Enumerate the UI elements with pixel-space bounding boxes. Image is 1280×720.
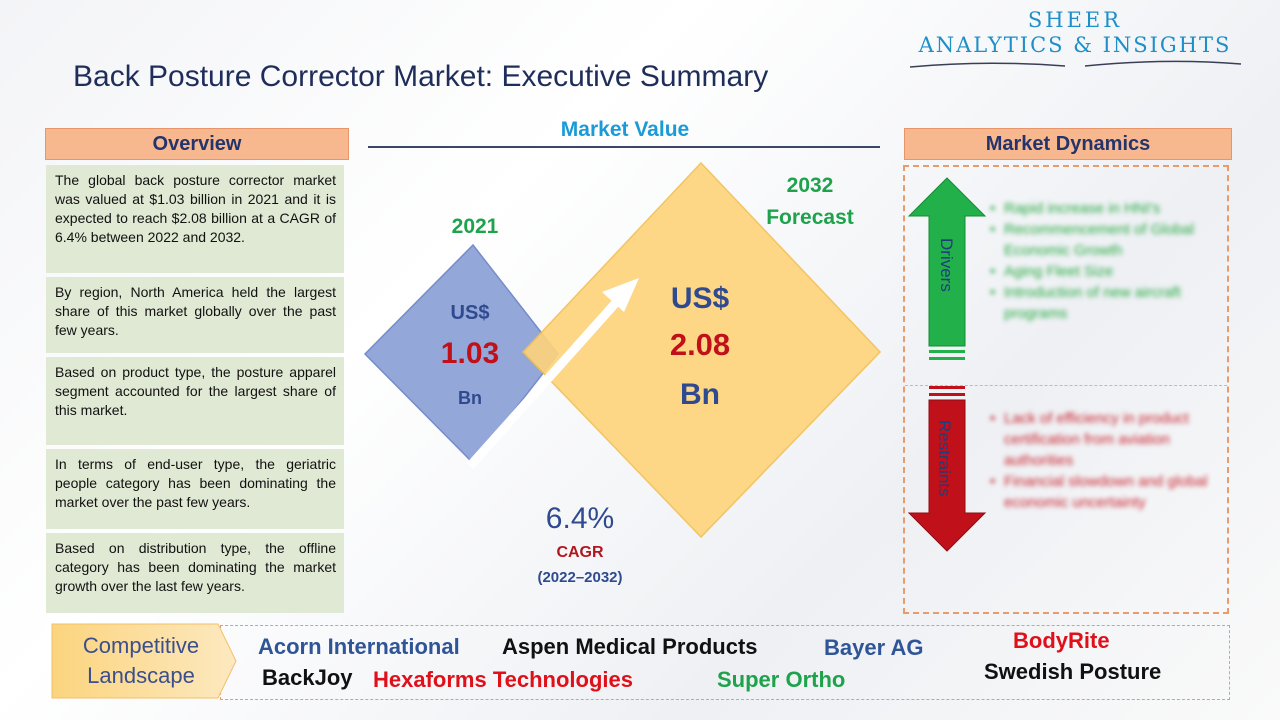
cagr-value: 6.4%	[545, 502, 615, 535]
drivers-arrow-icon	[907, 177, 987, 347]
market-value-heading: Market Value	[560, 118, 690, 141]
dynamics-frame	[903, 165, 1229, 614]
page-title: Back Posture Corrector Market: Executive…	[73, 60, 769, 93]
restraints-label: Restraints	[935, 420, 954, 497]
company-name: Hexaforms Technologies	[373, 667, 633, 692]
dynamics-heading: Market Dynamics	[904, 128, 1232, 160]
company-name: Swedish Posture	[984, 659, 1162, 684]
value-2021-amount: 1.03	[440, 337, 500, 370]
list-item: Financial slowdown and global economic u…	[990, 471, 1215, 513]
restraints-arrow-icon	[907, 399, 987, 552]
cagr-range: (2022–2032)	[537, 569, 623, 586]
logo-line-1: SHEER	[1027, 8, 1123, 32]
year-2032-label: 2032	[786, 174, 834, 197]
value-2032-amount: 2.08	[669, 327, 731, 362]
growth-arrow-icon	[602, 278, 639, 312]
cagr-label: CAGR	[556, 544, 604, 561]
diamond-2032-shape	[521, 161, 882, 539]
company-name: BodyRite	[1013, 628, 1110, 653]
year-2021-label: 2021	[451, 215, 499, 238]
company-name: Super Ortho	[717, 667, 846, 692]
logo-swoosh-icon	[909, 60, 1242, 68]
list-item: Aging Fleet Size	[990, 261, 1215, 282]
value-2032-currency: US$	[670, 282, 730, 315]
drivers-label: Drivers	[937, 238, 956, 292]
overview-paragraph: By region, North America held the larges…	[46, 277, 344, 353]
market-value-graphic	[363, 161, 882, 539]
list-item: Lack of efficiency in product certificat…	[990, 408, 1215, 471]
company-name: Acorn International	[258, 634, 460, 659]
list-item: Recommencement of Global Economic Growth	[990, 219, 1215, 261]
competitive-label-line-1: Competitive	[82, 633, 200, 658]
competitive-label-line-2: Landscape	[87, 663, 195, 688]
company-name: Aspen Medical Products	[502, 634, 758, 659]
restraints-list: Lack of efficiency in product certificat…	[990, 408, 1215, 513]
company-logo: SHEER ANALYTICS & INSIGHTS	[905, 8, 1245, 72]
overview-paragraph: Based on distribution type, the offline …	[46, 533, 344, 613]
competitive-chevron-icon	[51, 623, 237, 699]
restraints-arrow-stripe	[929, 386, 965, 389]
drivers-list: Rapid increase in HNI's Recommencement o…	[990, 198, 1215, 324]
value-2032-unit: Bn	[680, 378, 720, 411]
overview-heading: Overview	[45, 128, 349, 160]
forecast-label: Forecast	[766, 206, 854, 229]
overview-paragraph: Based on product type, the posture appar…	[46, 357, 344, 445]
overview-paragraph: In terms of end-user type, the geriatric…	[46, 449, 344, 529]
market-value-divider	[368, 146, 880, 148]
restraints-arrow-stripe	[929, 393, 965, 396]
drivers-arrow-stripe	[929, 350, 965, 353]
value-2021-currency: US$	[450, 302, 490, 324]
dynamics-divider	[905, 385, 1227, 386]
logo-line-2: ANALYTICS & INSIGHTS	[918, 33, 1232, 57]
drivers-arrow-stripe	[929, 357, 965, 360]
company-name: Bayer AG	[824, 635, 924, 660]
list-item: Rapid increase in HNI's	[990, 198, 1215, 219]
overview-paragraph: The global back posture corrector market…	[46, 165, 344, 273]
dynamics-arrows	[907, 177, 987, 552]
growth-arrow-shaft	[466, 295, 624, 469]
list-item: Introduction of new aircraft programs	[990, 282, 1215, 324]
value-2021-unit: Bn	[458, 388, 482, 408]
company-name: BackJoy	[262, 665, 353, 690]
